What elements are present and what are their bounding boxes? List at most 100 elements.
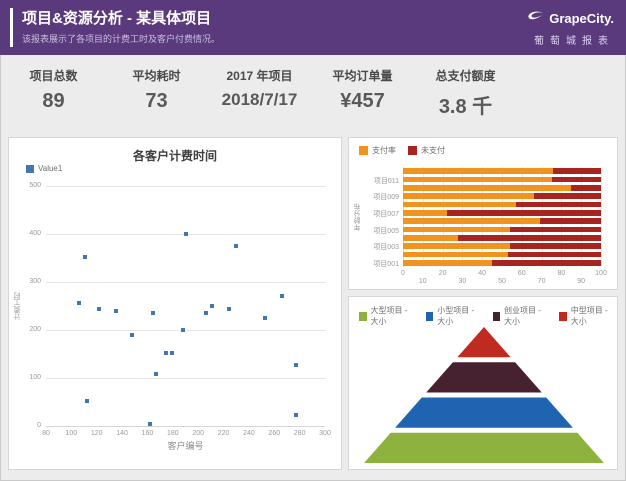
scatter-point[interactable] <box>203 310 208 315</box>
kpi-label: 项目总数 <box>29 69 78 83</box>
pyramid-tier[interactable] <box>364 432 604 463</box>
scatter-point[interactable] <box>154 372 159 377</box>
bar-unpaid-segment[interactable] <box>533 193 601 199</box>
x-tick-label: 240 <box>243 430 255 437</box>
bar-unpaid-segment[interactable] <box>446 210 601 216</box>
legend-label: Value1 <box>38 164 63 173</box>
gridline <box>541 167 543 267</box>
bar-paid-segment[interactable] <box>403 185 572 191</box>
page-subtitle: 该报表展示了各项目的计费工时及客户付费情况。 <box>22 34 221 44</box>
scatter-point[interactable] <box>234 244 239 248</box>
bar-paid-segment[interactable] <box>403 235 459 241</box>
gridline <box>46 282 325 283</box>
legend-label: 小型项目 - 大小 <box>437 306 475 326</box>
bar-paid-segment[interactable] <box>403 226 510 233</box>
x-tick-label: 20 <box>438 270 447 277</box>
scatter-point[interactable] <box>226 306 231 311</box>
scatter-point[interactable] <box>83 255 88 260</box>
legend-item-pyramid[interactable]: 大型项目 - 大小 <box>359 305 417 327</box>
scatter-chart-panel: 各客户计费时间 Value1 计费工时 0 100 200 300 400 500 80 10… <box>8 137 342 470</box>
scatter-point[interactable] <box>169 351 174 356</box>
pyramid-legend: 大型项目 - 大小 小型项目 - 大小 创业项目 - 大小 中型项目 - 大小 <box>359 305 617 327</box>
x-tick-label: 70 <box>537 278 546 285</box>
kpi-value: 3.8 千 <box>438 96 493 118</box>
scatter-point[interactable] <box>84 399 89 404</box>
scatter-point[interactable] <box>130 332 135 337</box>
kpi-total-projects: 项目总数 89 <box>2 58 105 128</box>
x-tick-label: 200 <box>192 430 205 437</box>
x-tick-label: 160 <box>141 430 154 437</box>
scatter-point[interactable] <box>293 363 298 368</box>
bar-paid-segment[interactable] <box>403 201 516 208</box>
bar-unpaid-segment[interactable] <box>507 251 601 258</box>
legend-swatch <box>359 146 368 155</box>
scatter-point[interactable] <box>150 310 155 315</box>
gridline <box>403 167 404 267</box>
bar-unpaid-segment[interactable] <box>515 201 601 208</box>
bar-unpaid-segment[interactable] <box>509 226 601 233</box>
scatter-point[interactable] <box>97 306 102 311</box>
legend-label: 支付率 <box>372 146 396 155</box>
legend-swatch <box>408 146 417 155</box>
legend-item-pyramid[interactable]: 小型项目 - 大小 <box>425 305 484 327</box>
bar-unpaid-segment[interactable] <box>492 260 601 266</box>
gridline <box>46 378 325 379</box>
gridline <box>422 167 424 267</box>
x-tick-label: 100 <box>595 270 607 277</box>
scatter-point[interactable] <box>263 315 268 320</box>
kpi-value: ¥457 <box>340 90 385 112</box>
legend-label: 创业项目 - 大小 <box>504 306 541 326</box>
bar-unpaid-segment[interactable] <box>539 218 601 224</box>
legend-item-paid[interactable]: 支付率 <box>359 145 396 156</box>
kpi-label: 2017 年项目 <box>226 69 293 83</box>
legend-label: 大型项目 - 大小 <box>370 306 408 326</box>
scatter-point[interactable] <box>183 232 188 236</box>
bar-unpaid-segment[interactable] <box>509 243 601 249</box>
bar-unpaid-segment[interactable] <box>458 235 601 241</box>
bar-paid-segment[interactable] <box>403 218 540 224</box>
scatter-point[interactable] <box>180 328 185 332</box>
bar-paid-segment[interactable] <box>403 260 493 266</box>
kpi-label: 平均耗时 <box>132 69 181 83</box>
bar-paid-segment[interactable] <box>403 168 554 174</box>
legend-item-pyramid[interactable]: 中型项目 - 大小 <box>559 305 617 327</box>
bar-paid-segment[interactable] <box>403 210 447 216</box>
header-accent-bar <box>10 8 13 47</box>
y-tick-label: 100 <box>29 374 41 381</box>
x-tick-label: 220 <box>217 430 230 437</box>
scatter-y-axis-title: 计费工时 <box>14 292 21 320</box>
bar-unpaid-segment[interactable] <box>571 185 601 191</box>
legend-label: 中型项目 - 大小 <box>570 306 608 326</box>
scatter-point[interactable] <box>113 309 118 314</box>
gridline <box>581 167 583 267</box>
kpi-value: 2018/7/17 <box>221 90 298 109</box>
y-tick-label: 400 <box>29 230 41 237</box>
scatter-point[interactable] <box>164 351 169 356</box>
legend-item-value1[interactable]: Value1 <box>26 164 62 173</box>
x-tick-label: 10 <box>418 278 427 285</box>
bar-paid-segment[interactable] <box>403 243 510 249</box>
x-tick-label: 280 <box>293 430 306 437</box>
scatter-point[interactable] <box>293 413 298 418</box>
gridline <box>462 167 464 267</box>
legend-item-pyramid[interactable]: 创业项目 - 大小 <box>492 305 551 327</box>
scatter-point[interactable] <box>210 303 215 308</box>
x-tick-label: 90 <box>577 278 586 285</box>
scatter-point[interactable] <box>76 300 81 305</box>
scatter-point[interactable] <box>147 421 152 426</box>
legend-item-unpaid[interactable]: 未支付 <box>408 145 445 156</box>
gridline <box>561 167 563 267</box>
bar-paid-segment[interactable] <box>403 251 508 258</box>
x-tick-label: 0 <box>401 270 405 277</box>
bar-paid-segment[interactable] <box>403 176 552 183</box>
scatter-plot-area: 0 100 200 300 400 500 80 100 120 140 160 180 200 220 2… <box>29 182 331 437</box>
x-tick-label: 30 <box>458 278 467 285</box>
x-tick-label: 120 <box>90 430 103 437</box>
legend-swatch <box>26 164 34 173</box>
bar-unpaid-segment[interactable] <box>553 168 601 174</box>
gridline <box>46 426 325 427</box>
pyramid-tier[interactable] <box>395 397 573 428</box>
scatter-point[interactable] <box>279 294 284 299</box>
bar-paid-segment[interactable] <box>403 193 534 199</box>
bar-unpaid-segment[interactable] <box>551 176 601 183</box>
